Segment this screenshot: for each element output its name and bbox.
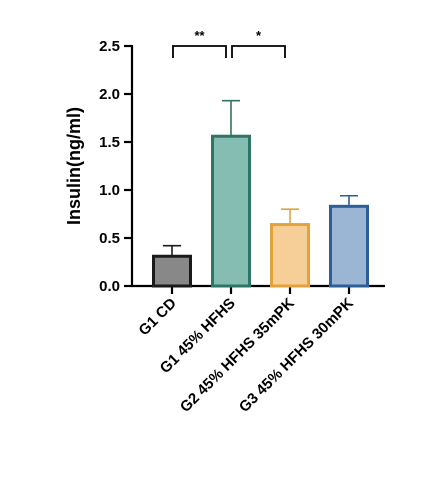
y-tick-label: 2.0 [99, 86, 120, 103]
bar [152, 254, 192, 288]
x-category-label: G1 CD [135, 295, 180, 340]
bar [329, 204, 369, 288]
y-axis-label: Insulin(ng/ml) [64, 107, 84, 225]
bar [270, 223, 310, 288]
y-tick-label: 2.5 [99, 38, 120, 55]
y-tick-label: 0.0 [99, 278, 120, 295]
significance-brackets: ** * [172, 28, 286, 58]
significance-bracket [231, 45, 286, 58]
y-tick-label: 1.0 [99, 182, 120, 199]
significance-bracket [172, 45, 227, 58]
x-category-label: G2 45% HFHS 35mPK [177, 295, 298, 416]
y-tick-label: 0.5 [99, 230, 120, 247]
significance-label: ** [194, 28, 205, 43]
y-axis: 0.0 0.5 1.0 1.5 2.0 2.5 [99, 38, 134, 295]
significance-label: * [256, 28, 262, 43]
x-category-label: G3 45% HFHS 30mPK [236, 295, 357, 416]
bar [211, 134, 251, 288]
bars [152, 99, 369, 288]
y-tick-label: 1.5 [99, 134, 120, 151]
